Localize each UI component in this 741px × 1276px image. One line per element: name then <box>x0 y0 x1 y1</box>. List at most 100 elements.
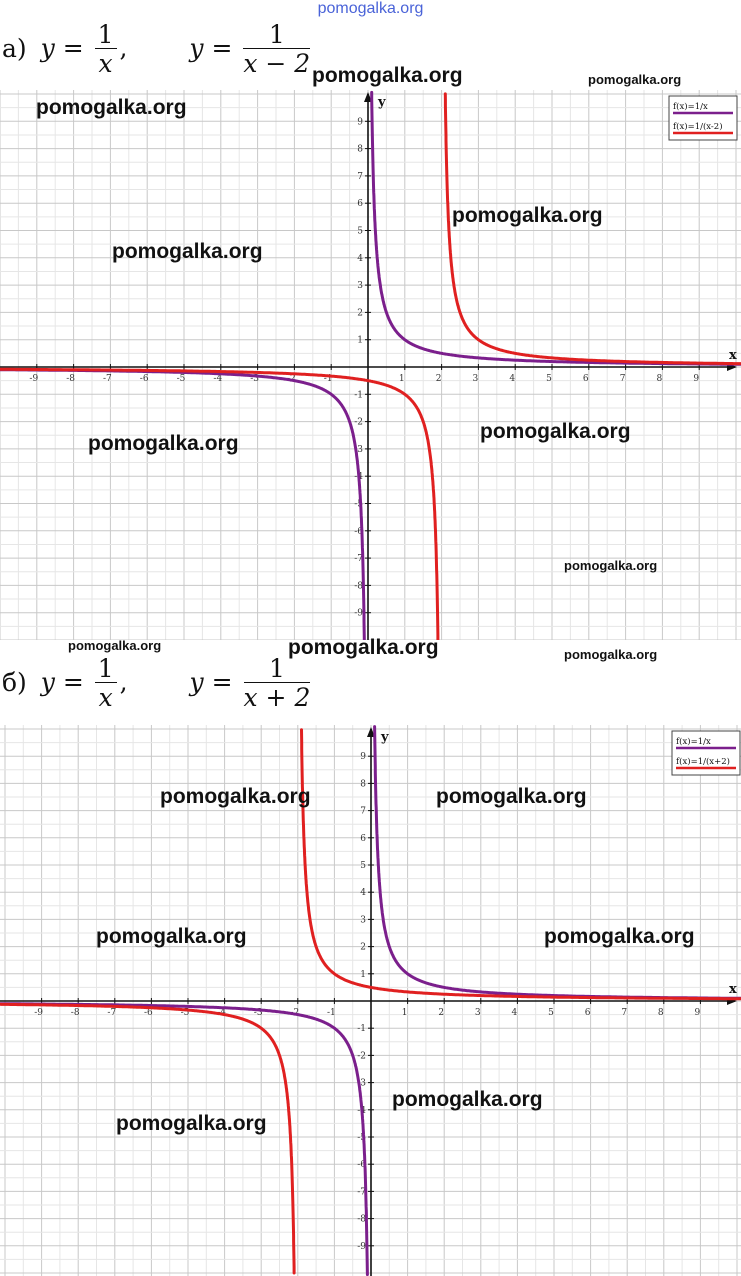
part-b-eq2-lhs: y = <box>189 667 233 697</box>
watermark: pomogalka.org <box>96 925 247 948</box>
y-tick-label: 1 <box>360 970 366 980</box>
watermark: pomogalka.org <box>68 638 162 653</box>
part-a-eq1-denominator: x <box>98 49 113 79</box>
y-tick-label: -8 <box>354 581 363 591</box>
legend: f(x)=1/x f(x)=1/(x-2) <box>668 95 738 141</box>
legend-label: f(x)=1/(x+2) <box>676 756 730 767</box>
legend-label: f(x)=1/(x-2) <box>673 121 723 132</box>
series-line <box>0 1002 296 1275</box>
y-tick-label: 3 <box>360 915 366 925</box>
series-line <box>443 92 741 366</box>
y-tick-label: -1 <box>354 390 363 400</box>
part-b-eq2-numerator: 1 <box>243 655 311 684</box>
y-tick-label: 6 <box>357 199 363 209</box>
watermark: pomogalka.org <box>544 925 695 948</box>
x-tick-label: -8 <box>71 1008 80 1018</box>
watermark: pomogalka.org <box>112 240 263 263</box>
x-tick-label: -6 <box>144 1008 153 1018</box>
part-b-eq1-numerator: 1 <box>94 655 117 684</box>
watermark: pomogalka.org <box>116 1112 267 1135</box>
part-b-label: б) <box>2 667 27 697</box>
legend-label: f(x)=1/x <box>673 101 708 112</box>
y-tick-label: -2 <box>357 1051 366 1061</box>
x-tick-label: -8 <box>66 374 75 384</box>
x-tick-label: 2 <box>438 1008 444 1018</box>
x-tick-label: -9 <box>34 1008 43 1018</box>
y-tick-label: -8 <box>357 1215 366 1225</box>
y-tick-label: -9 <box>357 1242 366 1252</box>
x-tick-label: 8 <box>658 1008 664 1018</box>
x-tick-label: -4 <box>213 374 222 384</box>
y-tick-label: -5 <box>357 1133 366 1143</box>
y-tick-label: 7 <box>360 807 366 817</box>
watermark: pomogalka.org <box>392 1088 543 1111</box>
x-axis-label: x <box>729 348 737 363</box>
x-tick-label: 2 <box>436 374 442 384</box>
part-b-eq1-lhs: y = <box>40 667 84 697</box>
x-axis-label: x <box>729 982 737 997</box>
x-tick-label: -1 <box>324 374 333 384</box>
part-b-eq2-denominator: x + 2 <box>243 683 311 713</box>
x-tick-label: 8 <box>657 374 663 384</box>
x-tick-label: 3 <box>475 1008 481 1018</box>
series-line <box>0 1002 369 1276</box>
watermark: pomogalka.org <box>436 785 587 808</box>
x-tick-label: 4 <box>509 374 515 384</box>
series-line <box>300 728 741 1001</box>
y-tick-label: -2 <box>354 418 363 428</box>
y-tick-label: 5 <box>357 227 363 237</box>
y-tick-label: 2 <box>357 308 363 318</box>
part-a-label: а) <box>2 33 27 63</box>
x-tick-label: 9 <box>693 374 699 384</box>
x-tick-label: 4 <box>512 1008 518 1018</box>
y-tick-label: 2 <box>360 943 366 953</box>
legend-label: f(x)=1/x <box>676 736 711 747</box>
y-tick-label: -6 <box>354 527 363 537</box>
x-tick-label: -3 <box>250 374 259 384</box>
part-b-eq1-denominator: x <box>98 683 113 713</box>
x-tick-label: -5 <box>181 1008 190 1018</box>
watermark: pomogalka.org <box>452 204 603 227</box>
y-tick-label: 4 <box>357 254 363 264</box>
grid <box>0 90 741 640</box>
y-tick-label: -9 <box>354 609 363 619</box>
x-tick-label: 1 <box>402 1008 408 1018</box>
chart-b: xy-9 -8 -7 -6 -5 -4 -3 -2 -1 1 2 3 4 5 6 7 8 9-9-8-7-6-5-… <box>0 725 741 1276</box>
series-line <box>370 90 741 366</box>
y-tick-label: 9 <box>357 117 363 127</box>
x-tick-label: 3 <box>473 374 479 384</box>
watermark: pomogalka.org <box>480 420 631 443</box>
x-tick-label: 7 <box>620 374 626 384</box>
y-axis-arrow <box>364 92 372 102</box>
y-tick-label: 1 <box>357 336 363 346</box>
x-tick-label: 1 <box>399 374 405 384</box>
x-tick-label: 6 <box>583 374 589 384</box>
watermark: pomogalka.org <box>288 636 439 659</box>
x-tick-label: -9 <box>29 374 38 384</box>
part-a-eq2-denominator: x − 2 <box>243 49 311 79</box>
part-a-eq1-fraction: 1 x <box>94 21 117 79</box>
y-tick-label: -7 <box>354 554 363 564</box>
y-tick-label: -3 <box>357 1079 366 1089</box>
y-tick-label: -6 <box>357 1160 366 1170</box>
part-a-heading: а) y = 1 x , y = 1 x − 2 <box>2 21 313 79</box>
y-tick-label: 3 <box>357 281 363 291</box>
x-tick-label: 9 <box>695 1008 701 1018</box>
part-b-eq1-comma: , <box>119 667 128 697</box>
y-tick-label: -7 <box>357 1187 366 1197</box>
part-b-eq2-fraction: 1 x + 2 <box>243 655 311 713</box>
part-a-eq2-fraction: 1 x − 2 <box>243 21 311 79</box>
part-a-eq1-numerator: 1 <box>94 21 117 50</box>
x-tick-label: 5 <box>546 374 552 384</box>
watermark: pomogalka.org <box>564 647 658 662</box>
watermark: pomogalka.org <box>36 96 187 119</box>
part-a-eq1-lhs: y = <box>40 33 84 63</box>
x-tick-label: 7 <box>621 1008 627 1018</box>
y-tick-label: 7 <box>357 172 363 182</box>
part-a-eq1-comma: , <box>119 33 128 63</box>
x-tick-label: -1 <box>327 1008 336 1018</box>
series-line <box>0 367 440 640</box>
site-link[interactable]: pomogalka.org <box>317 0 424 17</box>
part-a-eq2-numerator: 1 <box>243 21 311 50</box>
x-tick-label: -5 <box>177 374 186 384</box>
